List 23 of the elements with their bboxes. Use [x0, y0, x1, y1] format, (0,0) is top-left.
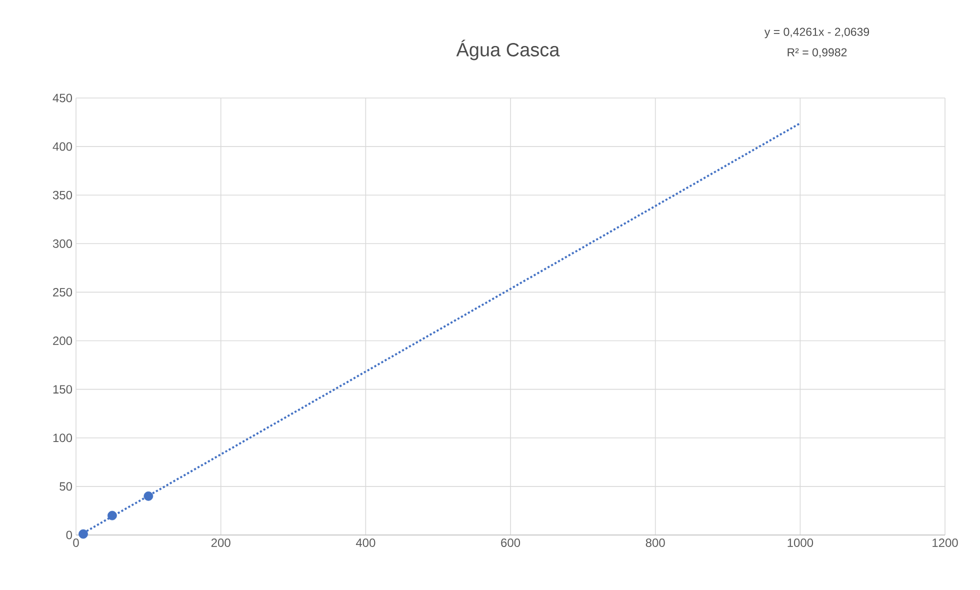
x-tick-label: 600 — [501, 538, 520, 548]
y-tick-label: 200 — [53, 336, 72, 346]
x-tick-label: 800 — [646, 538, 665, 548]
y-tick-label: 100 — [53, 434, 72, 442]
y-tick-label: 150 — [53, 385, 72, 394]
x-tick-label: 0 — [73, 538, 79, 548]
text: R² = 0,9982 — [788, 48, 847, 58]
y-tick-label: 250 — [53, 288, 72, 296]
y-tick-label: 300 — [52, 239, 72, 248]
point — [108, 510, 117, 520]
y-tick-label: 50 — [60, 482, 72, 491]
text: y = 0,4261x - 2,0639 — [764, 28, 870, 38]
x-tick-label: 1200 — [932, 538, 958, 548]
x-tick-label: 1000 — [788, 538, 814, 548]
y-tick-label: 400 — [52, 142, 72, 151]
x-tick-label: 400 — [356, 538, 376, 548]
y-tick-label: 350 — [52, 190, 72, 200]
y-tick-label: 0 — [66, 530, 72, 540]
chart-title: Água Casca — [456, 40, 560, 60]
x-tick-label: 200 — [211, 538, 230, 548]
point — [144, 491, 154, 501]
y-tick-label: 450 — [52, 94, 72, 102]
point — [78, 529, 88, 539]
